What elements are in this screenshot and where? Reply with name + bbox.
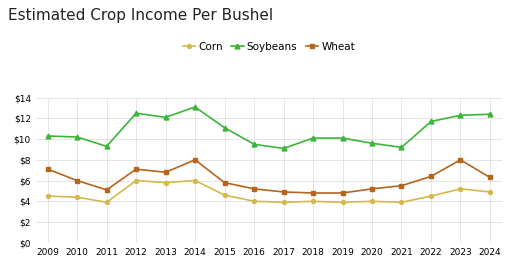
Soybeans [487, 112, 493, 116]
Corn [369, 199, 375, 203]
Corn [74, 196, 80, 199]
Wheat [45, 167, 51, 171]
Wheat [281, 190, 287, 194]
Wheat [192, 158, 198, 162]
Soybeans [339, 136, 346, 140]
Wheat [103, 188, 110, 192]
Corn [487, 190, 493, 194]
Soybeans [310, 136, 316, 140]
Wheat [339, 191, 346, 195]
Wheat [251, 187, 257, 191]
Soybeans [251, 143, 257, 146]
Wheat [457, 158, 463, 162]
Corn [281, 201, 287, 204]
Corn [398, 201, 404, 204]
Corn [339, 201, 346, 204]
Corn [133, 179, 139, 182]
Corn [162, 181, 168, 184]
Wheat [428, 175, 434, 178]
Soybeans [192, 105, 198, 109]
Corn [310, 199, 316, 203]
Corn [103, 201, 110, 204]
Soybeans [281, 147, 287, 150]
Line: Soybeans: Soybeans [45, 105, 493, 151]
Legend: Corn, Soybeans, Wheat: Corn, Soybeans, Wheat [183, 42, 355, 52]
Wheat [133, 167, 139, 171]
Soybeans [222, 126, 228, 129]
Corn [192, 179, 198, 182]
Soybeans [133, 112, 139, 115]
Line: Wheat: Wheat [46, 158, 492, 195]
Line: Corn: Corn [46, 179, 492, 204]
Soybeans [398, 146, 404, 149]
Corn [45, 194, 51, 198]
Wheat [310, 191, 316, 195]
Soybeans [457, 114, 463, 117]
Wheat [487, 176, 493, 179]
Soybeans [162, 116, 168, 119]
Soybeans [428, 120, 434, 123]
Corn [251, 199, 257, 203]
Soybeans [103, 145, 110, 148]
Soybeans [45, 134, 51, 138]
Wheat [222, 181, 228, 184]
Wheat [398, 184, 404, 187]
Corn [428, 194, 434, 198]
Soybeans [369, 141, 375, 145]
Corn [457, 187, 463, 191]
Wheat [74, 179, 80, 182]
Wheat [369, 187, 375, 191]
Soybeans [74, 135, 80, 139]
Text: Estimated Crop Income Per Bushel: Estimated Crop Income Per Bushel [8, 8, 273, 23]
Wheat [162, 170, 168, 174]
Corn [222, 193, 228, 197]
